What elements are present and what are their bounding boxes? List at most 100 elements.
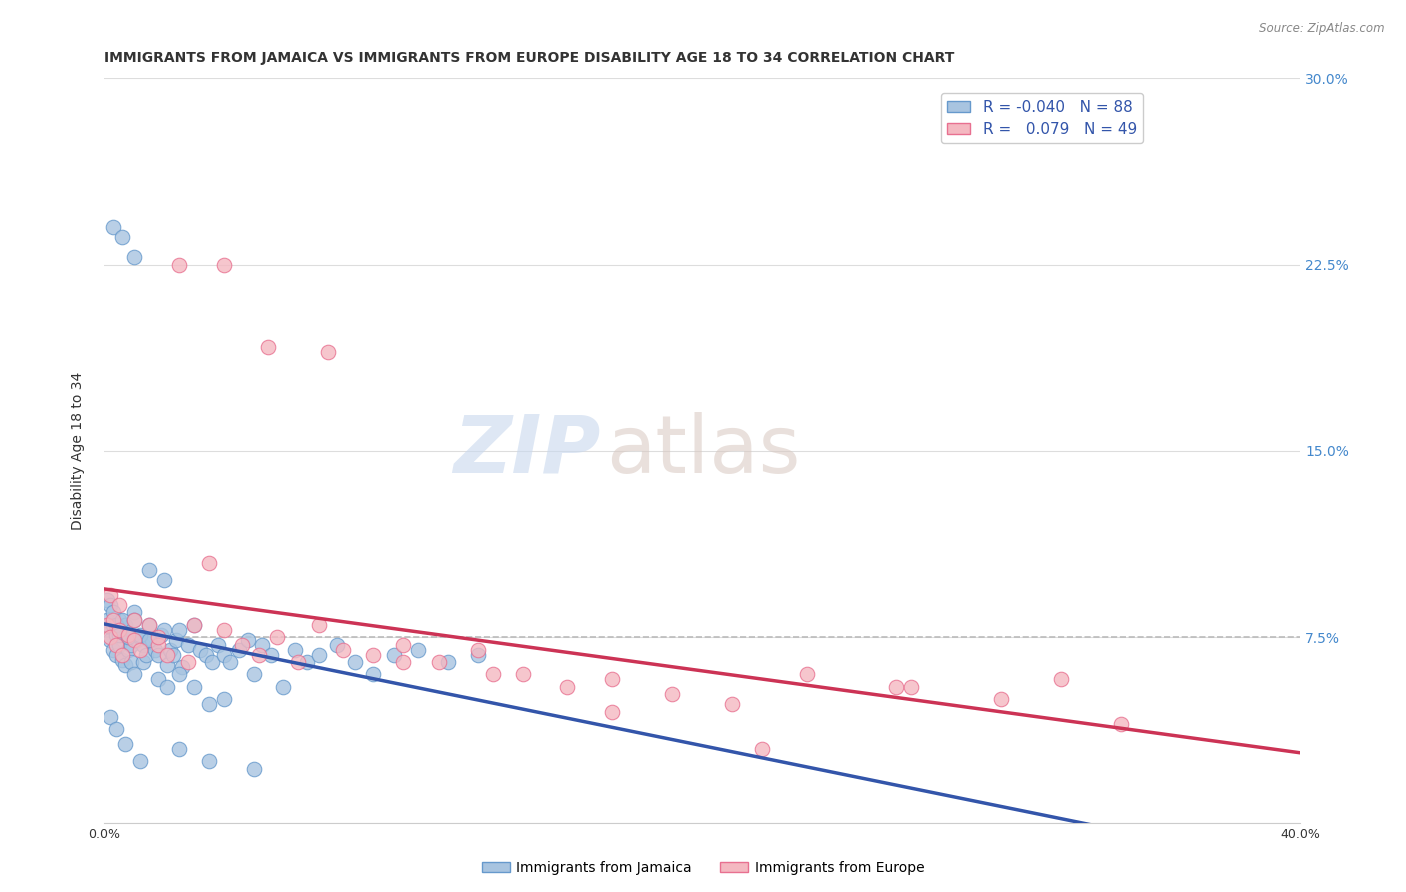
Point xyxy=(138,617,160,632)
Point xyxy=(218,655,240,669)
Point xyxy=(481,667,503,681)
Point xyxy=(249,648,271,662)
Point xyxy=(382,648,405,662)
Point xyxy=(266,630,288,644)
Point xyxy=(132,638,155,652)
Point xyxy=(273,680,295,694)
Point xyxy=(120,638,142,652)
Point xyxy=(228,642,250,657)
Point xyxy=(188,642,211,657)
Point xyxy=(661,687,683,701)
Text: ZIP: ZIP xyxy=(453,412,600,490)
Point xyxy=(122,613,145,627)
Point xyxy=(602,705,624,719)
Point xyxy=(125,632,148,647)
Point xyxy=(138,632,160,647)
Point xyxy=(111,652,134,666)
Point xyxy=(467,648,489,662)
Point xyxy=(152,573,174,587)
Point xyxy=(361,667,384,681)
Point xyxy=(128,755,150,769)
Point xyxy=(886,680,908,694)
Point xyxy=(122,667,145,681)
Point xyxy=(101,642,124,657)
Point xyxy=(114,657,136,672)
Point xyxy=(236,632,259,647)
Point xyxy=(242,762,264,776)
Point xyxy=(135,648,157,662)
Point xyxy=(138,617,160,632)
Point xyxy=(152,623,174,637)
Legend: Immigrants from Jamaica, Immigrants from Europe: Immigrants from Jamaica, Immigrants from… xyxy=(477,855,929,880)
Point xyxy=(108,628,131,642)
Point xyxy=(122,613,145,627)
Point xyxy=(332,642,354,657)
Point xyxy=(117,642,139,657)
Point xyxy=(167,667,190,681)
Point xyxy=(111,230,134,244)
Point xyxy=(183,617,205,632)
Point xyxy=(101,613,124,627)
Point xyxy=(117,628,139,642)
Point xyxy=(146,673,169,687)
Point xyxy=(252,638,274,652)
Point xyxy=(122,250,145,264)
Y-axis label: Disability Age 18 to 34: Disability Age 18 to 34 xyxy=(72,372,86,530)
Point xyxy=(156,648,179,662)
Point xyxy=(122,605,145,619)
Point xyxy=(260,648,283,662)
Point xyxy=(104,648,127,662)
Point xyxy=(101,617,124,632)
Point xyxy=(194,648,217,662)
Point xyxy=(98,620,121,634)
Point xyxy=(128,630,150,644)
Point xyxy=(104,722,127,736)
Point xyxy=(162,648,184,662)
Point xyxy=(98,630,121,644)
Point xyxy=(114,737,136,751)
Point xyxy=(98,709,121,723)
Text: atlas: atlas xyxy=(606,412,801,490)
Point xyxy=(197,698,219,712)
Point xyxy=(212,623,235,637)
Point xyxy=(146,630,169,644)
Point xyxy=(316,344,339,359)
Point xyxy=(308,617,330,632)
Point xyxy=(138,563,160,577)
Point xyxy=(284,642,307,657)
Point xyxy=(111,623,134,637)
Point xyxy=(177,655,200,669)
Point xyxy=(111,613,134,627)
Point xyxy=(117,628,139,642)
Point xyxy=(167,742,190,756)
Point xyxy=(512,667,534,681)
Point xyxy=(149,628,172,642)
Text: Source: ZipAtlas.com: Source: ZipAtlas.com xyxy=(1260,22,1385,36)
Point xyxy=(146,638,169,652)
Point xyxy=(98,588,121,602)
Point xyxy=(167,258,190,272)
Point xyxy=(207,638,229,652)
Point xyxy=(467,642,489,657)
Point xyxy=(120,655,142,669)
Point xyxy=(132,655,155,669)
Point xyxy=(111,648,134,662)
Point xyxy=(297,655,319,669)
Point xyxy=(143,642,166,657)
Point xyxy=(392,638,415,652)
Point xyxy=(128,642,150,657)
Point xyxy=(201,655,224,669)
Point xyxy=(108,638,131,652)
Point xyxy=(156,657,179,672)
Point xyxy=(183,680,205,694)
Point xyxy=(159,642,181,657)
Point xyxy=(183,617,205,632)
Text: IMMIGRANTS FROM JAMAICA VS IMMIGRANTS FROM EUROPE DISABILITY AGE 18 TO 34 CORREL: IMMIGRANTS FROM JAMAICA VS IMMIGRANTS FR… xyxy=(104,51,955,65)
Point xyxy=(114,617,136,632)
Point xyxy=(437,655,460,669)
Point xyxy=(406,642,429,657)
Point xyxy=(101,605,124,619)
Point xyxy=(98,632,121,647)
Point xyxy=(101,220,124,235)
Point xyxy=(165,632,187,647)
